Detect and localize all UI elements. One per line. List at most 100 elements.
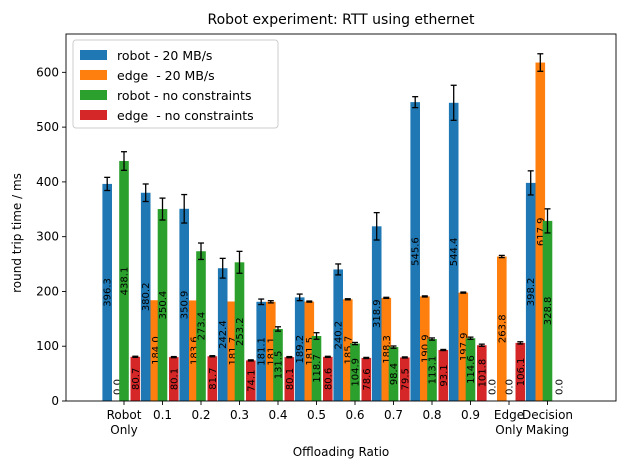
data-label: 253.2 xyxy=(235,317,246,346)
bar xyxy=(207,356,218,401)
data-label: 273.4 xyxy=(197,312,208,341)
bar xyxy=(458,292,469,401)
data-label: 185.7 xyxy=(343,336,354,365)
data-label: 74.1 xyxy=(246,370,257,392)
bar xyxy=(438,350,449,401)
data-label: 114.6 xyxy=(466,355,477,384)
bar xyxy=(515,342,526,401)
data-label: 78.6 xyxy=(362,368,373,390)
bar xyxy=(400,357,410,401)
legend-label: robot - 20 MB/s xyxy=(117,48,212,63)
data-label: 113.1 xyxy=(428,356,439,385)
data-label: 181.7 xyxy=(228,337,239,366)
bar xyxy=(227,301,238,401)
data-label: 0.0 xyxy=(488,379,499,395)
data-label: 617.9 xyxy=(536,217,547,246)
data-label: 190.9 xyxy=(420,334,431,363)
x-tick-label: 0.4 xyxy=(268,408,287,422)
bar xyxy=(119,161,129,401)
legend-swatch xyxy=(80,90,107,100)
x-tick-label: Robot xyxy=(107,408,142,422)
x-tick-label: 0.2 xyxy=(191,408,210,422)
y-tick-label: 100 xyxy=(36,339,59,353)
y-tick-label: 200 xyxy=(36,284,59,298)
data-label: 188.3 xyxy=(382,335,393,364)
x-tick-label: 0.5 xyxy=(307,408,326,422)
bar xyxy=(333,269,343,401)
data-label: 545.6 xyxy=(411,237,422,266)
legend-box xyxy=(72,39,279,129)
x-axis-label: Offloading Ratio xyxy=(293,445,390,459)
data-label: 181.5 xyxy=(305,337,316,366)
data-label: 318.9 xyxy=(372,299,383,328)
bar xyxy=(343,299,353,401)
bar xyxy=(420,296,430,401)
bar xyxy=(140,192,151,401)
plot-frame xyxy=(65,33,617,402)
data-label: 101.8 xyxy=(477,359,488,388)
bar xyxy=(217,268,228,401)
x-tick-label: 0.3 xyxy=(230,408,249,422)
data-label: 438.1 xyxy=(120,267,131,296)
y-tick-label: 600 xyxy=(36,65,59,79)
bar xyxy=(477,345,487,401)
data-label: 80.6 xyxy=(323,368,334,390)
data-label: 181.1 xyxy=(266,337,277,366)
data-label: 183.6 xyxy=(189,336,200,365)
bar xyxy=(410,102,420,402)
bar xyxy=(465,338,476,401)
bar xyxy=(497,256,507,401)
x-tick-label: 0.1 xyxy=(153,408,172,422)
legend-label: edge - no constraints xyxy=(117,108,254,123)
data-label: 131.5 xyxy=(274,351,285,380)
chart-title: Robot experiment: RTT using ethernet xyxy=(208,12,476,28)
data-label: 118.7 xyxy=(312,354,323,383)
bar xyxy=(535,62,546,401)
data-label: 544.4 xyxy=(449,238,460,267)
data-label: 350.4 xyxy=(158,291,169,320)
bar xyxy=(525,182,536,401)
bar xyxy=(427,339,437,401)
bar xyxy=(371,226,382,401)
bar xyxy=(196,251,206,401)
legend-swatch xyxy=(80,70,107,80)
data-label: 197.9 xyxy=(459,332,470,361)
x-tick-label: Only xyxy=(495,423,523,437)
data-label: 80.1 xyxy=(169,368,180,390)
data-label: 0.0 xyxy=(554,379,565,395)
data-label: 263.8 xyxy=(497,314,508,343)
legend-swatch xyxy=(80,50,107,60)
data-label: 328.8 xyxy=(543,297,554,326)
bar xyxy=(189,300,199,401)
data-label: 0.0 xyxy=(505,379,516,395)
data-label: 93.1 xyxy=(439,364,450,386)
data-label: 106.1 xyxy=(516,358,527,387)
bar xyxy=(284,357,295,401)
legend-label: edge - 20 MB/s xyxy=(117,68,215,83)
bar xyxy=(234,262,245,401)
data-label: 79.5 xyxy=(400,368,411,390)
data-label: 0.0 xyxy=(112,379,123,395)
data-label: 380.2 xyxy=(141,283,152,312)
bar xyxy=(323,356,333,401)
x-tick-label: Decision xyxy=(522,408,573,422)
data-label: 81.7 xyxy=(208,367,219,389)
y-tick-label: 500 xyxy=(36,120,59,134)
y-axis-label: round trip time / ms xyxy=(10,173,24,293)
y-tick-label: 300 xyxy=(36,230,59,244)
x-tick-label: 0.7 xyxy=(384,408,403,422)
data-label: 80.7 xyxy=(131,368,142,390)
legend-label: robot - no constraints xyxy=(117,88,251,103)
data-label: 104.9 xyxy=(351,358,362,387)
bar xyxy=(542,220,553,401)
data-label: 398.2 xyxy=(526,278,537,307)
bar xyxy=(361,357,372,401)
data-label: 240.2 xyxy=(334,321,345,350)
data-label: 350.9 xyxy=(180,291,191,320)
bar xyxy=(266,301,276,401)
legend-swatch xyxy=(80,110,107,120)
x-tick-label: 0.8 xyxy=(422,408,441,422)
y-tick-label: 0 xyxy=(51,394,59,408)
data-label: 98.4 xyxy=(389,363,400,385)
